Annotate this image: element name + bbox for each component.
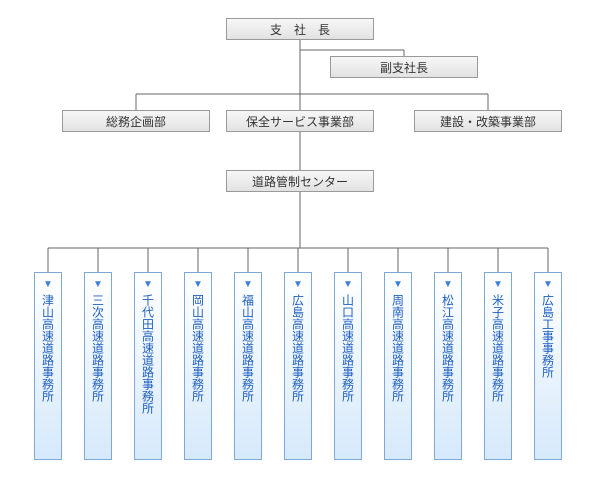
- leaf-label: 福山高速道路事務所: [240, 294, 257, 402]
- chevron-down-icon: ▼: [243, 279, 254, 290]
- leaf-office-4[interactable]: ▼ 福山高速道路事務所: [234, 272, 262, 460]
- node-label: 副支社長: [380, 59, 428, 76]
- chevron-down-icon: ▼: [543, 279, 554, 290]
- leaf-label: 周南高速道路事務所: [390, 294, 407, 402]
- leaf-office-1[interactable]: ▼ 三次高速道路事務所: [84, 272, 112, 460]
- node-label: 建設・改築事業部: [440, 113, 536, 130]
- chevron-down-icon: ▼: [93, 279, 104, 290]
- chevron-down-icon: ▼: [493, 279, 504, 290]
- node-label: 保全サービス事業部: [246, 113, 354, 130]
- chevron-down-icon: ▼: [193, 279, 204, 290]
- leaf-office-2[interactable]: ▼ 千代田高速道路事務所: [134, 272, 162, 460]
- leaf-office-10[interactable]: ▼ 広島工事事務所: [534, 272, 562, 460]
- leaf-label: 三次高速道路事務所: [90, 294, 107, 402]
- node-center: 道路管制センター: [226, 170, 374, 192]
- chevron-down-icon: ▼: [143, 279, 154, 290]
- node-label: 道路管制センター: [252, 173, 348, 190]
- node-root: 支 社 長: [226, 18, 374, 40]
- chevron-down-icon: ▼: [43, 279, 54, 290]
- leaf-label: 千代田高速道路事務所: [140, 294, 157, 414]
- chevron-down-icon: ▼: [293, 279, 304, 290]
- node-label: 総務企画部: [106, 113, 166, 130]
- chevron-down-icon: ▼: [443, 279, 454, 290]
- leaf-label: 広島高速道路事務所: [290, 294, 307, 402]
- leaf-office-7[interactable]: ▼ 周南高速道路事務所: [384, 272, 412, 460]
- leaf-office-6[interactable]: ▼ 山口高速道路事務所: [334, 272, 362, 460]
- leaf-label: 津山高速道路事務所: [40, 294, 57, 402]
- leaf-label: 山口高速道路事務所: [340, 294, 357, 402]
- node-dept2: 保全サービス事業部: [226, 110, 374, 132]
- chevron-down-icon: ▼: [393, 279, 404, 290]
- node-label: 支 社 長: [270, 21, 330, 38]
- node-dept3: 建設・改築事業部: [414, 110, 562, 132]
- chevron-down-icon: ▼: [343, 279, 354, 290]
- leaf-label: 松江高速道路事務所: [440, 294, 457, 402]
- leaf-office-5[interactable]: ▼ 広島高速道路事務所: [284, 272, 312, 460]
- leaf-label: 広島工事事務所: [540, 294, 557, 378]
- leaf-office-8[interactable]: ▼ 松江高速道路事務所: [434, 272, 462, 460]
- leaf-office-0[interactable]: ▼ 津山高速道路事務所: [34, 272, 62, 460]
- node-deputy: 副支社長: [330, 56, 478, 78]
- leaf-office-3[interactable]: ▼ 岡山高速道路事務所: [184, 272, 212, 460]
- leaf-label: 岡山高速道路事務所: [190, 294, 207, 402]
- node-dept1: 総務企画部: [62, 110, 210, 132]
- leaf-label: 米子高速道路事務所: [490, 294, 507, 402]
- leaf-office-9[interactable]: ▼ 米子高速道路事務所: [484, 272, 512, 460]
